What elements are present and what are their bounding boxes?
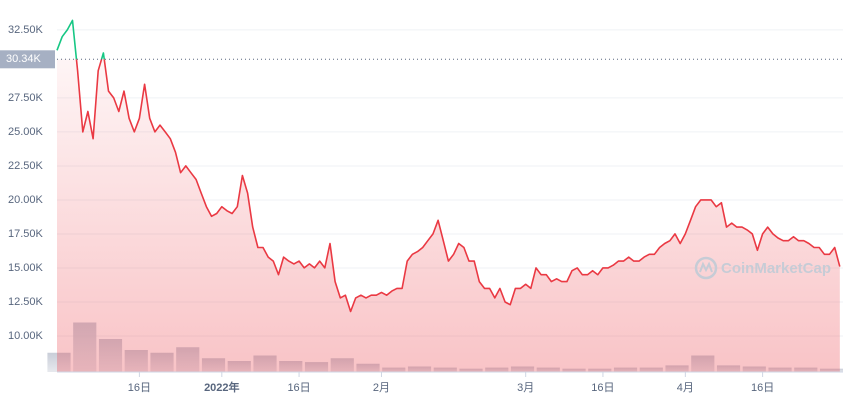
y-tick-label: 27.50K [8,92,44,104]
y-tick-label: 12.50K [8,296,44,308]
x-tick-label: 16日 [287,382,310,394]
watermark-logo [694,256,718,280]
x-tick-label: 16日 [128,382,151,394]
x-tick-label: 3月 [517,382,534,394]
price-line-below [75,59,841,313]
watermark: CoinMarketCap [721,260,831,277]
y-tick-label: 25.00K [8,126,44,138]
price-area [57,59,840,372]
reference-label-box [0,50,55,69]
x-tick-label: 16日 [591,382,614,394]
y-tick-label: 32.50K [8,24,44,36]
watermark-logo-mark [699,261,713,273]
reference-label: 30.34K [6,53,42,65]
x-tick-label: 2022年 [204,380,239,394]
x-tick-label: 4月 [677,382,694,394]
x-tick-label: 2月 [373,382,390,394]
y-tick-label: 15.00K [8,262,44,274]
y-tick-label: 10.00K [8,330,44,342]
x-tick-label: 16日 [751,382,774,394]
y-tick-label: 20.00K [8,194,44,206]
y-tick-label: 22.50K [8,160,44,172]
y-tick-label: 17.50K [8,228,44,240]
